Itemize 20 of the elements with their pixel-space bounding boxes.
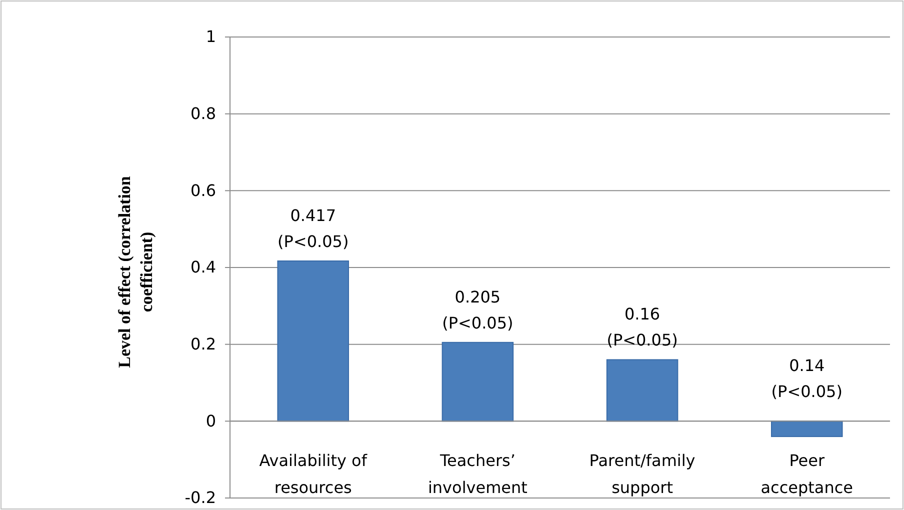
y-tick-label: 0 (206, 411, 216, 430)
y-tick-label: 0.8 (190, 104, 216, 123)
y-tick-label: 0.6 (190, 180, 216, 200)
data-label: 0.417 (P<0.05) (278, 206, 349, 251)
data-label: 0.205 (P<0.05) (442, 287, 514, 332)
x-tick-label: Peer acceptance (760, 451, 854, 497)
x-tick-label: Teachers’ involvement (428, 451, 528, 497)
y-tick-label: -0.2 (184, 488, 216, 508)
annotation: 0.14 (P<0.05) (771, 356, 842, 402)
y-tick-label: 0.4 (190, 258, 216, 277)
y-tick-label: 1 (206, 27, 216, 46)
data-label: 0.16 (P<0.05) (606, 304, 678, 350)
bar (442, 342, 514, 422)
x-tick-label: Availability of resources (259, 451, 368, 497)
bar (770, 420, 843, 438)
y-axis-title: Level of effect (correlation coefficient) (115, 176, 156, 368)
y-tick-label: 0.2 (190, 334, 216, 354)
bar (606, 359, 678, 422)
x-tick-label: Parent/family support (589, 451, 696, 497)
bar (277, 260, 350, 422)
